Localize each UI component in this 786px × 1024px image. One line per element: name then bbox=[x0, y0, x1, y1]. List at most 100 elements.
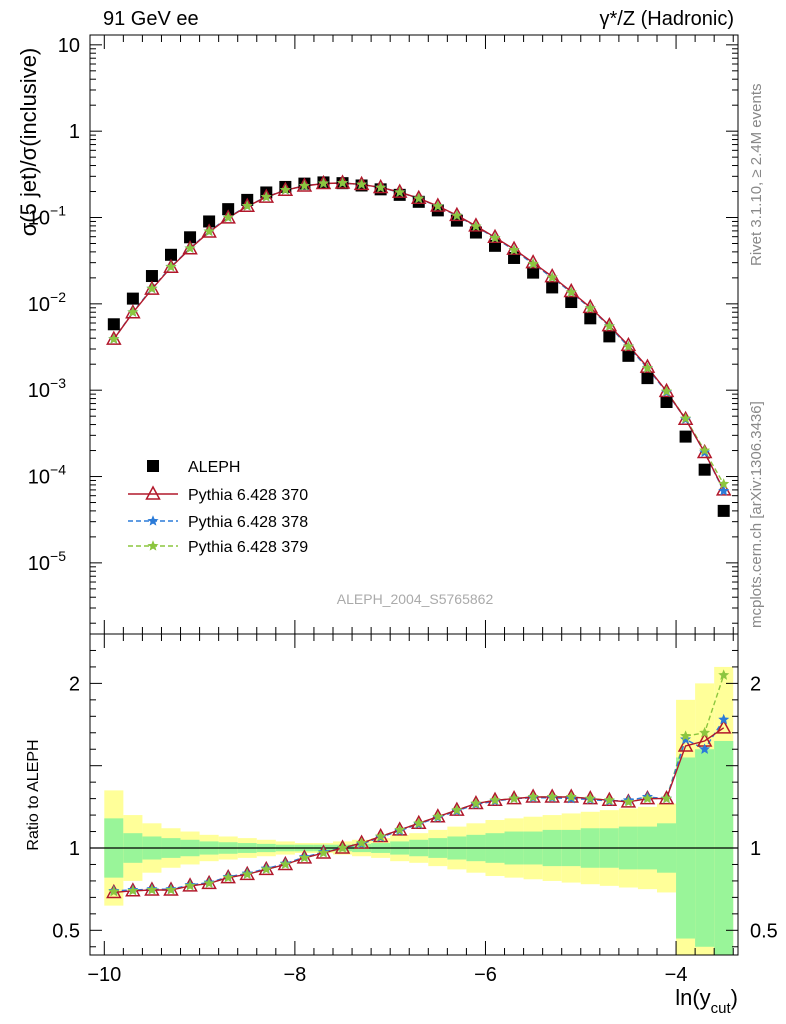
aleph-point bbox=[622, 349, 635, 362]
ratio-379-point bbox=[165, 884, 177, 895]
legend-label: ALEPH bbox=[188, 459, 240, 476]
y-tick-label: 10−3 bbox=[28, 375, 66, 402]
series-379-point bbox=[241, 200, 253, 211]
legend-378-marker bbox=[147, 515, 159, 526]
ratio-370-point bbox=[715, 719, 732, 734]
y-tick-label: 10 bbox=[58, 35, 80, 57]
aleph-point bbox=[584, 312, 597, 325]
ratio-379-point bbox=[680, 730, 692, 741]
series-379-point bbox=[680, 412, 692, 424]
series-379-point bbox=[337, 177, 349, 188]
series-370-point bbox=[715, 481, 732, 496]
aleph-point bbox=[717, 504, 730, 517]
x-tick-label: −6 bbox=[474, 964, 497, 986]
aleph-point bbox=[527, 266, 540, 279]
series-379-point bbox=[298, 180, 310, 191]
ratio-379-point bbox=[432, 810, 444, 822]
ratio-y-tick-label: 1 bbox=[750, 838, 761, 860]
ratio-379-point bbox=[298, 852, 310, 863]
series-379-point bbox=[603, 320, 615, 331]
aleph-point bbox=[679, 430, 692, 443]
aleph-point bbox=[126, 292, 139, 305]
y-tick-label: 10−2 bbox=[28, 289, 66, 316]
series-379-point bbox=[317, 177, 329, 189]
series-379-point bbox=[222, 211, 234, 223]
ratio-370-point bbox=[677, 737, 694, 752]
series-370-point bbox=[639, 358, 656, 373]
series-379-point bbox=[641, 362, 653, 373]
aleph-point bbox=[698, 463, 711, 476]
ratio-379-point bbox=[489, 794, 501, 805]
header-right: γ*/Z (Hadronic) bbox=[599, 8, 734, 30]
ratio-379-point bbox=[508, 792, 520, 804]
series-379-point bbox=[661, 385, 673, 397]
series-379-point bbox=[451, 209, 463, 221]
series-379-point bbox=[356, 178, 368, 190]
aleph-point bbox=[184, 231, 197, 244]
series-379-point bbox=[699, 444, 711, 456]
aleph-point bbox=[107, 318, 120, 331]
series-379-point bbox=[546, 271, 558, 283]
ratio-379-point bbox=[661, 792, 673, 804]
x-tick-label: −8 bbox=[283, 964, 306, 986]
series-379-point bbox=[165, 261, 177, 272]
ratio-379-point bbox=[622, 796, 634, 807]
legend-aleph-marker bbox=[147, 460, 159, 472]
series-379-point bbox=[127, 306, 139, 317]
series-379-point bbox=[470, 220, 482, 232]
ratio-379-point bbox=[317, 847, 329, 858]
ratio-379-point bbox=[394, 824, 406, 835]
ratio-379-point bbox=[222, 871, 234, 883]
ratio-379-point bbox=[565, 791, 577, 802]
series-379-point bbox=[527, 258, 539, 269]
series-379-point bbox=[375, 181, 387, 193]
series-370-point bbox=[525, 254, 541, 269]
ratio-379-point bbox=[584, 792, 596, 804]
y-tick-label: 1 bbox=[69, 121, 80, 143]
aleph-point bbox=[145, 270, 158, 283]
ratio-379-point bbox=[146, 884, 158, 895]
series-378-point bbox=[718, 485, 730, 496]
series-379-point bbox=[146, 282, 158, 294]
ratio-379-point bbox=[603, 794, 615, 805]
ratio-379-point bbox=[279, 858, 291, 870]
aleph-point bbox=[165, 248, 177, 261]
series-370-point bbox=[620, 336, 637, 352]
series-379-point bbox=[108, 333, 120, 344]
legend-379-marker bbox=[147, 540, 159, 551]
series-379-point bbox=[184, 242, 196, 253]
analysis-annotation: ALEPH_2004_S5765862 bbox=[337, 591, 494, 607]
ratio-y-axis-title: Ratio to ALEPH bbox=[25, 739, 42, 850]
series-379-point bbox=[489, 232, 501, 243]
ratio-frame bbox=[89, 633, 739, 956]
ratio-y-tick-label: 2 bbox=[69, 673, 80, 695]
series-379-point bbox=[279, 184, 291, 195]
ratio-y-tick-label: 0.5 bbox=[52, 920, 80, 942]
aleph-point bbox=[203, 215, 216, 228]
ratio-y-tick-label: 2 bbox=[750, 673, 761, 695]
ratio-379-point bbox=[203, 877, 215, 889]
aleph-point bbox=[641, 372, 654, 385]
series-379-line bbox=[113, 182, 725, 485]
series-379-point bbox=[508, 244, 520, 255]
ratio-379-point bbox=[413, 817, 425, 829]
legend-label: Pythia 6.428 370 bbox=[188, 487, 308, 504]
ratio-379-point bbox=[127, 885, 139, 896]
ratio-379-point bbox=[375, 830, 387, 842]
ratio-379-point bbox=[527, 791, 539, 802]
ratio-379-point bbox=[337, 842, 349, 853]
series-379-point bbox=[565, 286, 577, 298]
aleph-point bbox=[660, 395, 673, 408]
ratio-379-point bbox=[641, 792, 653, 804]
aleph-point bbox=[565, 296, 578, 309]
ratio-379-point bbox=[470, 797, 482, 809]
legend-370-marker bbox=[145, 485, 161, 500]
ratio-379-point bbox=[718, 669, 730, 680]
header-left: 91 GeV ee bbox=[103, 8, 199, 30]
series-379-point bbox=[394, 186, 406, 197]
series-379-point bbox=[584, 302, 596, 313]
aleph-point bbox=[508, 251, 521, 264]
series-379-point bbox=[260, 191, 272, 202]
ratio-379-point bbox=[451, 804, 463, 815]
